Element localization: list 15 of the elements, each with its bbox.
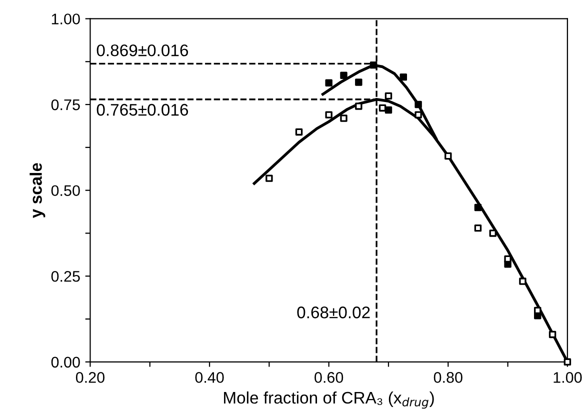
x-axis-title: Mole fraction of CRA₃ (x$_{drug}$) bbox=[224, 391, 434, 409]
y-tick-label: 0.25 bbox=[51, 270, 80, 282]
ref-line-label: 0.68±0.02 bbox=[297, 306, 370, 318]
x-tick-label: 0.60 bbox=[314, 372, 344, 383]
x-tick-label: 0.80 bbox=[434, 372, 462, 383]
x-tick-label: 0.40 bbox=[195, 372, 224, 383]
y-axis-title: y scale bbox=[30, 163, 46, 218]
y-tick-label: 0.50 bbox=[51, 185, 80, 196]
x-tick-label: 1.00 bbox=[554, 372, 582, 383]
y-tick-label: 1.00 bbox=[52, 14, 80, 24]
y-tick-label: 0.75 bbox=[51, 99, 80, 110]
x-tick-label: 0.20 bbox=[76, 372, 104, 383]
ref-line-label: 0.765±0.016 bbox=[96, 104, 188, 116]
ref-line-label: 0.869±0.016 bbox=[96, 44, 188, 56]
y-tick-label: 0.00 bbox=[51, 356, 80, 368]
